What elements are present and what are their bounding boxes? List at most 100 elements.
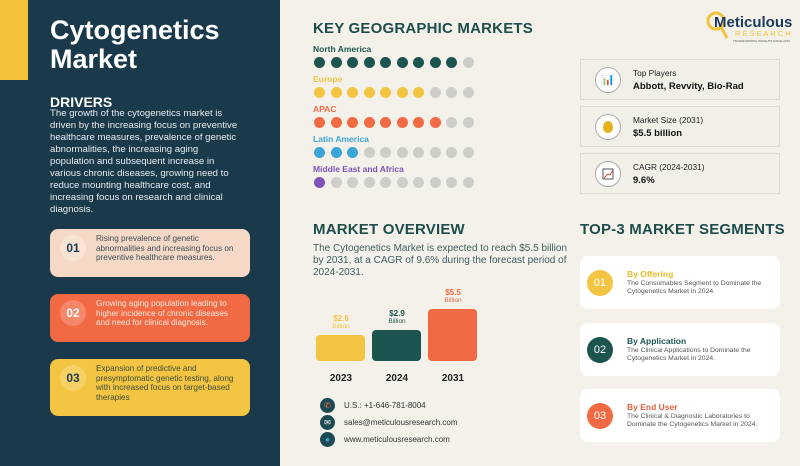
region-label: Middle East and Africa (313, 164, 404, 174)
region-dots (314, 177, 474, 188)
empty-dot (446, 177, 457, 188)
bar-value: $2.6 (333, 314, 349, 323)
empty-dot (446, 147, 457, 158)
filled-dot (314, 147, 325, 158)
filled-dot (380, 57, 391, 68)
driver-number: 02 (60, 300, 86, 326)
email-icon: ✉ (320, 415, 335, 430)
region-label: North America (313, 44, 372, 54)
empty-dot (429, 177, 441, 188)
info-value: 9.6% (633, 174, 655, 186)
svg-text:RESEARCH: RESEARCH (735, 29, 793, 38)
overview-heading: MARKET OVERVIEW (313, 221, 465, 238)
segment-number: 03 (587, 402, 613, 429)
filled-dot (363, 57, 375, 68)
empty-dot (380, 177, 391, 188)
drivers-text: The growth of the cytogenetics market is… (50, 108, 238, 215)
filled-dot (429, 117, 441, 128)
filled-dot (314, 87, 325, 98)
bar-unit: Billion (444, 297, 462, 304)
svg-text:Meticulous: Meticulous (714, 14, 792, 31)
growth-chart-icon (595, 160, 621, 187)
bar-unit: Billion (388, 318, 406, 325)
bar-2023 (316, 335, 365, 361)
info-label: Top Players (633, 67, 677, 78)
filled-dot (363, 117, 375, 128)
filled-dot (330, 57, 342, 68)
year-label: 2024 (385, 373, 409, 384)
bar-2024 (372, 330, 421, 361)
accent-bar (0, 0, 28, 80)
filled-dot (347, 87, 358, 98)
driver-card-3: 03 Expansion of predictive and presympto… (50, 359, 250, 416)
filled-dot (330, 147, 342, 158)
geo-heading: KEY GEOGRAPHIC MARKETS (313, 20, 533, 37)
page-title: Cytogenetics Market (50, 15, 220, 74)
cagr-card: CAGR (2024-2031) 9.6% (580, 153, 780, 194)
info-value: $5.5 billion (633, 127, 683, 139)
empty-dot (330, 177, 342, 188)
driver-text: Growing aging population leading to high… (96, 299, 228, 328)
web-link[interactable]: www.meticulousresearch.com (344, 435, 450, 444)
info-value: Abbott, Revvity, Bio-Rad (633, 80, 744, 92)
segment-title: By Offering (627, 268, 674, 279)
filled-dot (396, 87, 408, 98)
filled-dot (363, 87, 375, 98)
empty-dot (347, 177, 358, 188)
segment-number: 02 (587, 336, 613, 363)
filled-dot (330, 87, 342, 98)
segment-number: 01 (587, 269, 613, 296)
top-players-card: 📊 Top Players Abbott, Revvity, Bio-Rad (580, 59, 780, 100)
filled-dot (330, 117, 342, 128)
segment-title: By Application (627, 335, 687, 346)
bar-value: $2.9 (389, 309, 405, 318)
empty-dot (363, 147, 375, 158)
bar-2031 (428, 309, 477, 361)
driver-number: 01 (60, 235, 86, 261)
empty-dot (413, 147, 424, 158)
filled-dot (347, 147, 358, 158)
overview-text: The Cytogenetics Market is expected to r… (313, 243, 568, 278)
drivers-heading: DRIVERS (50, 94, 113, 110)
region-dots (314, 117, 474, 128)
year-label: 2023 (329, 373, 353, 384)
region-label: APAC (313, 104, 337, 114)
info-label: Market Size (2031) (633, 114, 704, 125)
empty-dot (462, 87, 474, 98)
bar-value-label: $2.9 Billion (372, 310, 422, 326)
region-label: Latin America (313, 134, 369, 144)
region-label: Europe (313, 74, 343, 84)
empty-dot (462, 177, 474, 188)
filled-dot (380, 87, 391, 98)
segment-card-2: 02 By Application The Clinical Applicatio… (580, 323, 780, 376)
empty-dot (446, 117, 457, 128)
segment-text: The Clinical Applications to Dominate th… (627, 346, 751, 363)
filled-dot (314, 117, 325, 128)
empty-dot (413, 177, 424, 188)
bar-value: $5.5 (445, 288, 461, 297)
driver-text: Rising prevalence of genetic abnormaliti… (96, 234, 234, 263)
empty-dot (462, 147, 474, 158)
filled-dot (314, 177, 325, 188)
phone-text: U.S.: +1-646-781-8004 (344, 401, 426, 410)
segment-title: By End User (627, 401, 678, 412)
bar-value-label: $5.5 Billion (428, 289, 478, 305)
driver-number: 03 (60, 365, 86, 391)
filled-dot (347, 57, 358, 68)
empty-dot (446, 87, 457, 98)
region-dots (314, 57, 474, 68)
phone-icon: ✆ (320, 398, 335, 413)
filled-dot (396, 117, 408, 128)
meticulous-research-logo: Meticulous RESEARCH TRANSFORMING INSIGHT… (706, 11, 793, 43)
empty-dot (462, 57, 474, 68)
driver-text: Expansion of predictive and presymptomat… (96, 364, 234, 402)
info-label: CAGR (2024-2031) (633, 161, 705, 172)
filled-dot (396, 57, 408, 68)
contact-web[interactable]: ● www.meticulousresearch.com (320, 432, 450, 447)
filled-dot (429, 57, 441, 68)
email-link[interactable]: sales@meticulousresearch.com (344, 418, 458, 427)
segments-heading: TOP-3 MARKET SEGMENTS (580, 221, 785, 238)
contact-email[interactable]: ✉ sales@meticulousresearch.com (320, 415, 458, 430)
contact-phone: ✆ U.S.: +1-646-781-8004 (320, 398, 426, 413)
empty-dot (429, 87, 441, 98)
